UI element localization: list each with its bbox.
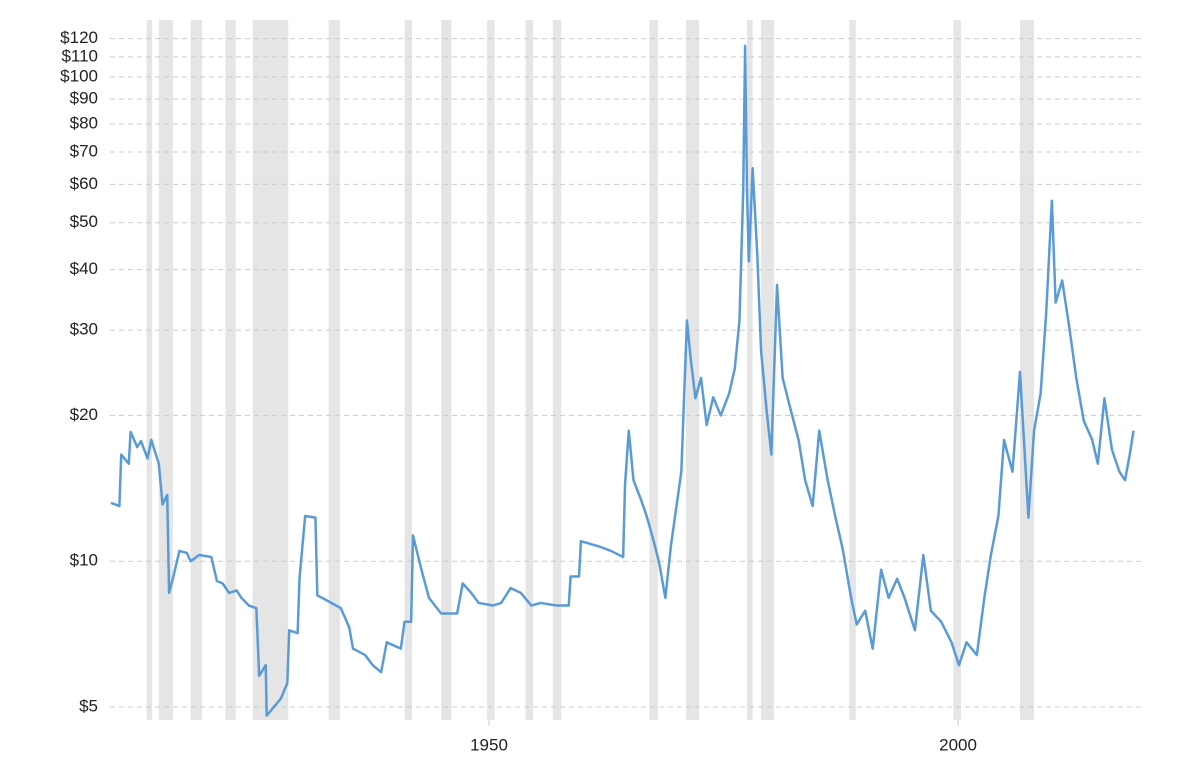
shaded-range <box>849 20 856 720</box>
y-tick-label: $5 <box>79 696 98 715</box>
shaded-range <box>953 20 961 720</box>
shaded-range <box>761 20 775 720</box>
y-tick-label: $100 <box>60 66 98 85</box>
y-tick-label: $120 <box>60 28 98 47</box>
y-tick-label: $10 <box>70 551 98 570</box>
y-tick-label: $110 <box>61 46 98 65</box>
shaded-range <box>404 20 413 720</box>
x-tick-label: 2000 <box>939 735 977 754</box>
y-tick-label: $20 <box>70 405 98 424</box>
shaded-range <box>649 20 658 720</box>
y-tick-label: $50 <box>70 212 98 231</box>
shaded-range <box>158 20 173 720</box>
shaded-range <box>1019 20 1035 720</box>
shaded-range <box>252 20 289 720</box>
shaded-range <box>487 20 495 720</box>
shaded-range <box>525 20 534 720</box>
shaded-range <box>441 20 452 720</box>
y-tick-label: $40 <box>70 259 98 278</box>
y-tick-label: $80 <box>70 113 98 132</box>
y-tick-label: $30 <box>70 320 98 339</box>
shaded-range <box>146 20 153 720</box>
price-line <box>110 44 1135 717</box>
x-tick-label: 1950 <box>470 735 508 754</box>
shaded-range <box>746 20 753 720</box>
shaded-range <box>328 20 340 720</box>
shaded-range <box>552 20 562 720</box>
y-tick-label: $60 <box>70 174 98 193</box>
y-tick-label: $70 <box>70 141 98 160</box>
shaded-range <box>190 20 202 720</box>
shaded-range <box>225 20 236 720</box>
y-tick-label: $90 <box>70 89 98 108</box>
